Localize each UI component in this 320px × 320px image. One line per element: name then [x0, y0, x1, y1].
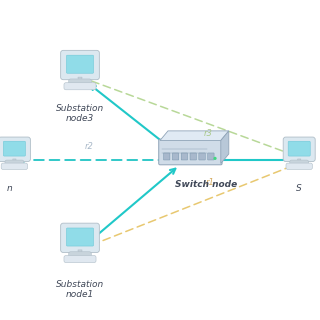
- Text: Substation
node3: Substation node3: [56, 104, 104, 124]
- Polygon shape: [298, 159, 301, 162]
- FancyBboxPatch shape: [5, 160, 24, 166]
- Text: Substation
node1: Substation node1: [56, 280, 104, 300]
- FancyBboxPatch shape: [61, 223, 99, 252]
- FancyBboxPatch shape: [208, 153, 214, 160]
- Text: n: n: [7, 184, 12, 193]
- FancyBboxPatch shape: [1, 163, 28, 170]
- FancyBboxPatch shape: [67, 228, 93, 246]
- Text: r2: r2: [85, 142, 94, 151]
- FancyBboxPatch shape: [288, 141, 310, 156]
- FancyBboxPatch shape: [199, 153, 205, 160]
- FancyBboxPatch shape: [172, 153, 179, 160]
- FancyBboxPatch shape: [290, 160, 309, 166]
- Circle shape: [213, 157, 217, 160]
- Polygon shape: [221, 131, 229, 164]
- FancyBboxPatch shape: [181, 153, 188, 160]
- FancyBboxPatch shape: [286, 163, 312, 170]
- FancyBboxPatch shape: [0, 137, 30, 162]
- Polygon shape: [78, 250, 82, 254]
- FancyBboxPatch shape: [69, 79, 91, 86]
- FancyBboxPatch shape: [61, 50, 99, 80]
- FancyBboxPatch shape: [64, 256, 96, 263]
- FancyArrowPatch shape: [19, 157, 173, 163]
- FancyBboxPatch shape: [67, 55, 93, 73]
- FancyBboxPatch shape: [64, 83, 96, 90]
- FancyArrowPatch shape: [92, 165, 294, 245]
- FancyBboxPatch shape: [164, 153, 170, 160]
- Polygon shape: [78, 77, 82, 81]
- FancyArrowPatch shape: [90, 169, 175, 241]
- FancyArrowPatch shape: [90, 85, 175, 152]
- Polygon shape: [13, 159, 16, 162]
- FancyArrowPatch shape: [196, 157, 297, 163]
- FancyArrowPatch shape: [92, 81, 294, 156]
- Text: S: S: [296, 184, 302, 193]
- FancyBboxPatch shape: [190, 153, 196, 160]
- FancyBboxPatch shape: [3, 141, 26, 156]
- Text: r1: r1: [205, 178, 214, 187]
- FancyBboxPatch shape: [159, 139, 222, 165]
- FancyBboxPatch shape: [283, 137, 315, 162]
- Text: r3: r3: [204, 129, 213, 138]
- Text: Switch node: Switch node: [175, 180, 237, 189]
- Polygon shape: [160, 131, 229, 140]
- FancyBboxPatch shape: [69, 252, 91, 259]
